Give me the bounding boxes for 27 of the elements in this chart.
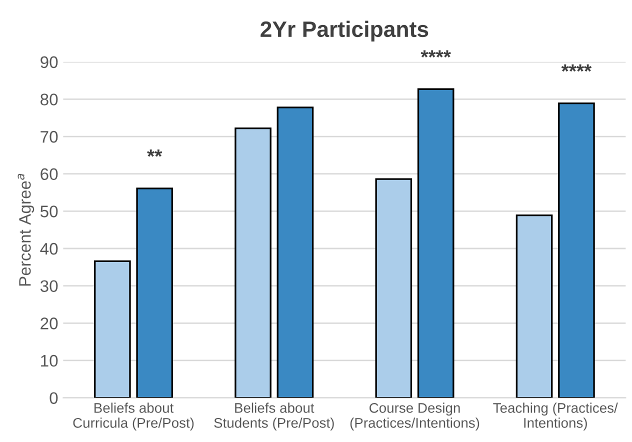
y-tick-label: 50 [40,206,58,218]
x-tick-label: Beliefs about Curricula (Pre/Post) [73,402,194,431]
x-tick-label: Beliefs about Students (Pre/Post) [214,402,334,431]
bar [516,214,553,398]
x-tick-label: Teaching (Practices/ Intentions) [493,402,618,431]
y-tick-label: 60 [40,168,58,180]
y-tick-label: 80 [40,94,58,106]
y-tick-label: 70 [40,130,58,143]
chart-title: 2Yr Participants [260,20,428,42]
y-tick-label: 40 [40,242,58,255]
bar [375,178,412,398]
bar [417,88,454,398]
y-axis-title: Percent Agree$^{a}$ [18,174,34,286]
y-tick-label: 30 [40,280,58,292]
annotation: **** [420,50,451,58]
bar [94,260,131,398]
y-tick-label: 0 [50,392,58,404]
x-tick-label: Course Design (Practices/Intentions) [350,402,480,431]
bar [234,127,272,398]
bar [136,188,174,398]
y-tick-label: 90 [40,56,58,68]
y-tick-label: 20 [40,318,58,330]
bar [558,102,595,398]
annotation: **** [561,64,592,72]
annotation: ** [147,150,162,157]
y-tick-label: 10 [41,354,58,367]
bar [276,106,314,398]
